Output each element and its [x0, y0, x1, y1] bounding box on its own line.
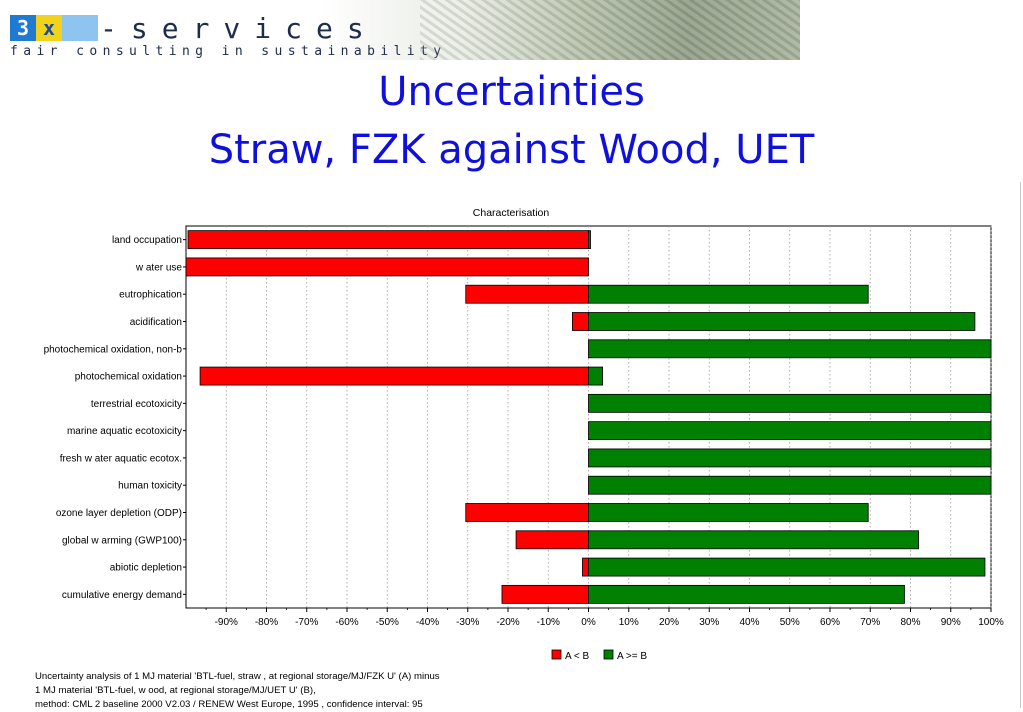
- bars: [185, 230, 992, 604]
- x-tick-label: -20%: [496, 617, 519, 628]
- bar-a-less-b: [501, 584, 589, 604]
- legend-swatch: [603, 649, 614, 660]
- legend-swatch: [551, 649, 562, 660]
- category-label: human toxicity: [118, 481, 182, 492]
- slide-title: Uncertainties: [378, 69, 645, 115]
- x-tick-label: -10%: [537, 617, 560, 628]
- footnote-line-3: method: CML 2 baseline 2000 V2.03 / RENE…: [35, 699, 423, 710]
- logo-block-x: x: [36, 15, 62, 41]
- category-label: global w arming (GWP100): [62, 535, 182, 546]
- slide-divider: [1020, 182, 1021, 708]
- bar-a-geq-b: [588, 339, 992, 359]
- legend-label: A < B: [565, 651, 590, 662]
- bar-a-geq-b: [588, 230, 591, 250]
- logo-tagline: fair consulting in sustainability: [10, 44, 447, 58]
- bar-a-geq-b: [588, 312, 976, 331]
- bar-a-geq-b: [588, 475, 992, 495]
- logo-block-blank: [62, 15, 98, 41]
- x-tick-label: 60%: [820, 617, 840, 628]
- x-tick-label: 0%: [581, 617, 596, 628]
- bar-a-geq-b: [588, 284, 869, 304]
- bar-a-geq-b: [588, 421, 992, 441]
- x-tick-label: -30%: [456, 617, 479, 628]
- bar-a-less-b: [515, 530, 589, 550]
- category-label: terrestrial ecotoxicity: [91, 399, 182, 410]
- bar-a-geq-b: [588, 530, 919, 550]
- bar-a-geq-b: [588, 557, 986, 577]
- category-label: acidification: [130, 317, 182, 328]
- category-label: cumulative energy demand: [62, 590, 182, 601]
- category-label: fresh w ater aquatic ecotox.: [60, 453, 182, 464]
- category-label: photochemical oxidation, non-b: [44, 344, 183, 355]
- category-label: land occupation: [112, 235, 182, 246]
- x-tick-label: -80%: [255, 617, 278, 628]
- x-axis: -90% -80% -70% -60% -50% -40% -30% -20% -10% 0% 10…: [205, 608, 1004, 628]
- grid: [185, 225, 992, 609]
- category-label: abiotic depletion: [110, 563, 182, 574]
- category-labels: land occupation w ater use eutrophication a…: [44, 235, 186, 601]
- x-tick-label: 30%: [699, 617, 719, 628]
- bar-a-geq-b: [588, 503, 869, 522]
- x-tick-label: -60%: [335, 617, 358, 628]
- category-label: w ater use: [135, 262, 183, 273]
- bar-a-geq-b: [588, 393, 992, 413]
- bar-a-less-b: [572, 312, 589, 331]
- footnote-line-2: 1 MJ material 'BTL-fuel, w ood, at regio…: [35, 685, 316, 696]
- category-label: ozone layer depletion (ODP): [56, 508, 182, 519]
- x-tick-label: 70%: [860, 617, 880, 628]
- legend-label: A >= B: [617, 651, 647, 662]
- category-label: eutrophication: [119, 290, 182, 301]
- company-logo: 3 x: [10, 15, 98, 41]
- x-tick-label: -50%: [376, 617, 399, 628]
- bar-a-less-b: [465, 284, 589, 304]
- chart-title: Characterisation: [473, 207, 550, 219]
- bar-a-less-b: [199, 366, 589, 386]
- logo-wordmark: -services: [100, 12, 378, 45]
- bar-a-geq-b: [588, 584, 905, 604]
- category-label: marine aquatic ecotoxicity: [67, 426, 182, 437]
- slide-subtitle: Straw, FZK against Wood, UET: [208, 127, 815, 173]
- x-tick-label: -70%: [295, 617, 318, 628]
- logo-block-3: 3: [10, 15, 36, 41]
- x-tick-label: 20%: [659, 617, 679, 628]
- analysis-footnote: Uncertainty analysis of 1 MJ material 'B…: [35, 670, 440, 712]
- x-tick-label: 100%: [978, 617, 1004, 628]
- bar-a-less-b: [185, 257, 589, 277]
- x-tick-label: 10%: [619, 617, 639, 628]
- category-label: photochemical oxidation: [75, 372, 182, 383]
- x-tick-label: 50%: [780, 617, 800, 628]
- bar-a-less-b: [582, 557, 589, 577]
- bar-a-less-b: [465, 503, 589, 522]
- bar-a-geq-b: [588, 366, 603, 386]
- bar-a-geq-b: [588, 448, 992, 468]
- x-tick-label: -40%: [416, 617, 439, 628]
- x-tick-label: -90%: [215, 617, 238, 628]
- bar-a-less-b: [187, 230, 589, 250]
- header-banner: 3 x -services fair consulting in sustain…: [0, 0, 800, 60]
- x-tick-label: 80%: [900, 617, 920, 628]
- x-tick-label: 90%: [941, 617, 961, 628]
- x-tick-label: 40%: [739, 617, 759, 628]
- footnote-line-1: Uncertainty analysis of 1 MJ material 'B…: [35, 671, 440, 682]
- legend: A < B A >= B: [551, 649, 647, 662]
